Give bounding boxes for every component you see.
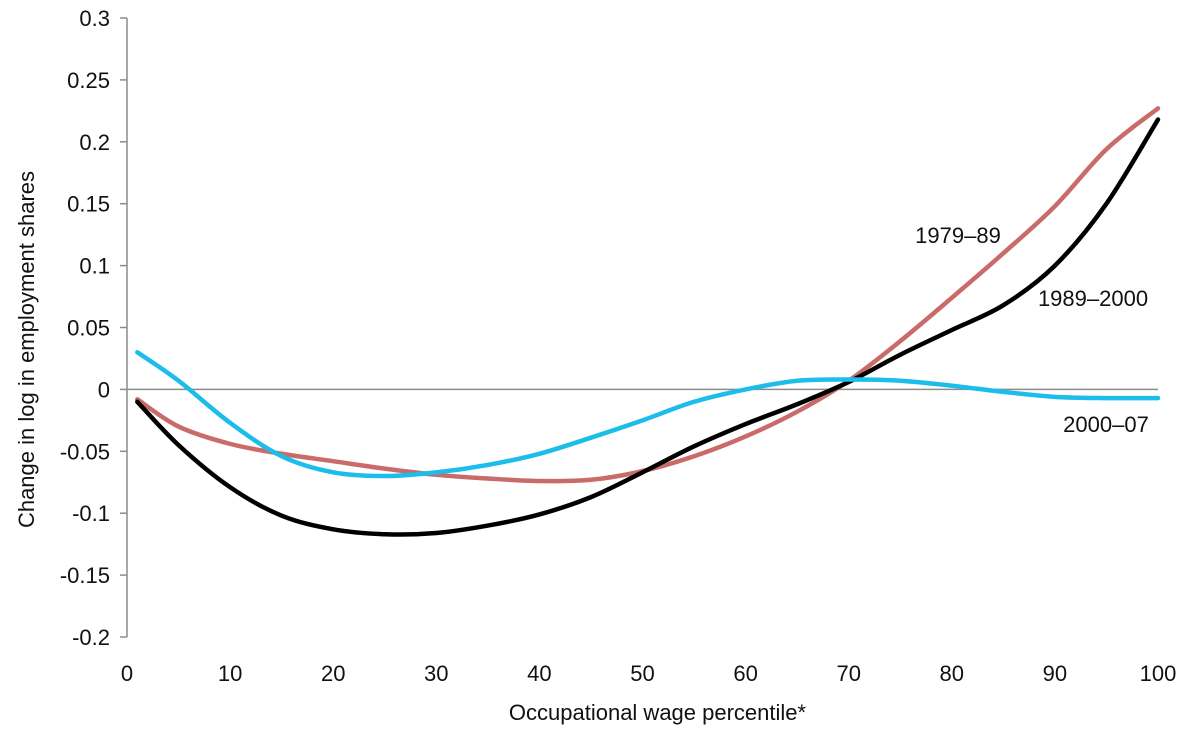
y-tick-label: 0.2 [79, 130, 110, 155]
x-axis-ticks: 0 10 20 30 40 50 60 70 80 90 100 [121, 661, 1176, 686]
series-label-1979-89: 1979–89 [915, 223, 1001, 248]
x-tick-label: 10 [218, 661, 242, 686]
y-tick-label: 0.3 [79, 6, 110, 31]
y-axis-ticks: 0.3 0.25 0.2 0.15 0.1 0.05 0 -0.05 -0.1 -0.15 -0.2 [60, 6, 127, 650]
x-tick-label: 50 [630, 661, 654, 686]
y-tick-label: 0.25 [67, 68, 110, 93]
series-labels: 1979–89 1989–2000 2000–07 [915, 223, 1149, 437]
x-tick-label: 100 [1140, 661, 1177, 686]
y-tick-label: -0.2 [72, 625, 110, 650]
x-tick-label: 30 [424, 661, 448, 686]
x-tick-label: 80 [940, 661, 964, 686]
series-layer [135, 106, 1161, 537]
series-line-1989-2000 [135, 117, 1161, 537]
y-tick-label: 0 [98, 377, 110, 402]
y-tick-label: -0.05 [60, 439, 110, 464]
y-tick-label: -0.1 [72, 501, 110, 526]
series-line-2000-07 [135, 350, 1161, 479]
x-tick-label: 20 [321, 661, 345, 686]
y-tick-label: 0.1 [79, 254, 110, 279]
y-axis-title: Change in log in employment shares [14, 171, 39, 528]
x-tick-label: 0 [121, 661, 133, 686]
x-tick-label: 60 [733, 661, 757, 686]
series-label-2000-07: 2000–07 [1063, 412, 1149, 437]
y-tick-label: -0.15 [60, 563, 110, 588]
x-axis-title: Occupational wage percentile* [509, 700, 807, 725]
y-tick-label: 0.05 [67, 316, 110, 341]
series-line-1979-89 [135, 106, 1161, 484]
series-label-1989-2000: 1989–2000 [1038, 286, 1148, 311]
y-tick-label: 0.15 [67, 192, 110, 217]
x-tick-label: 90 [1043, 661, 1067, 686]
x-tick-label: 40 [527, 661, 551, 686]
x-tick-label: 70 [836, 661, 860, 686]
